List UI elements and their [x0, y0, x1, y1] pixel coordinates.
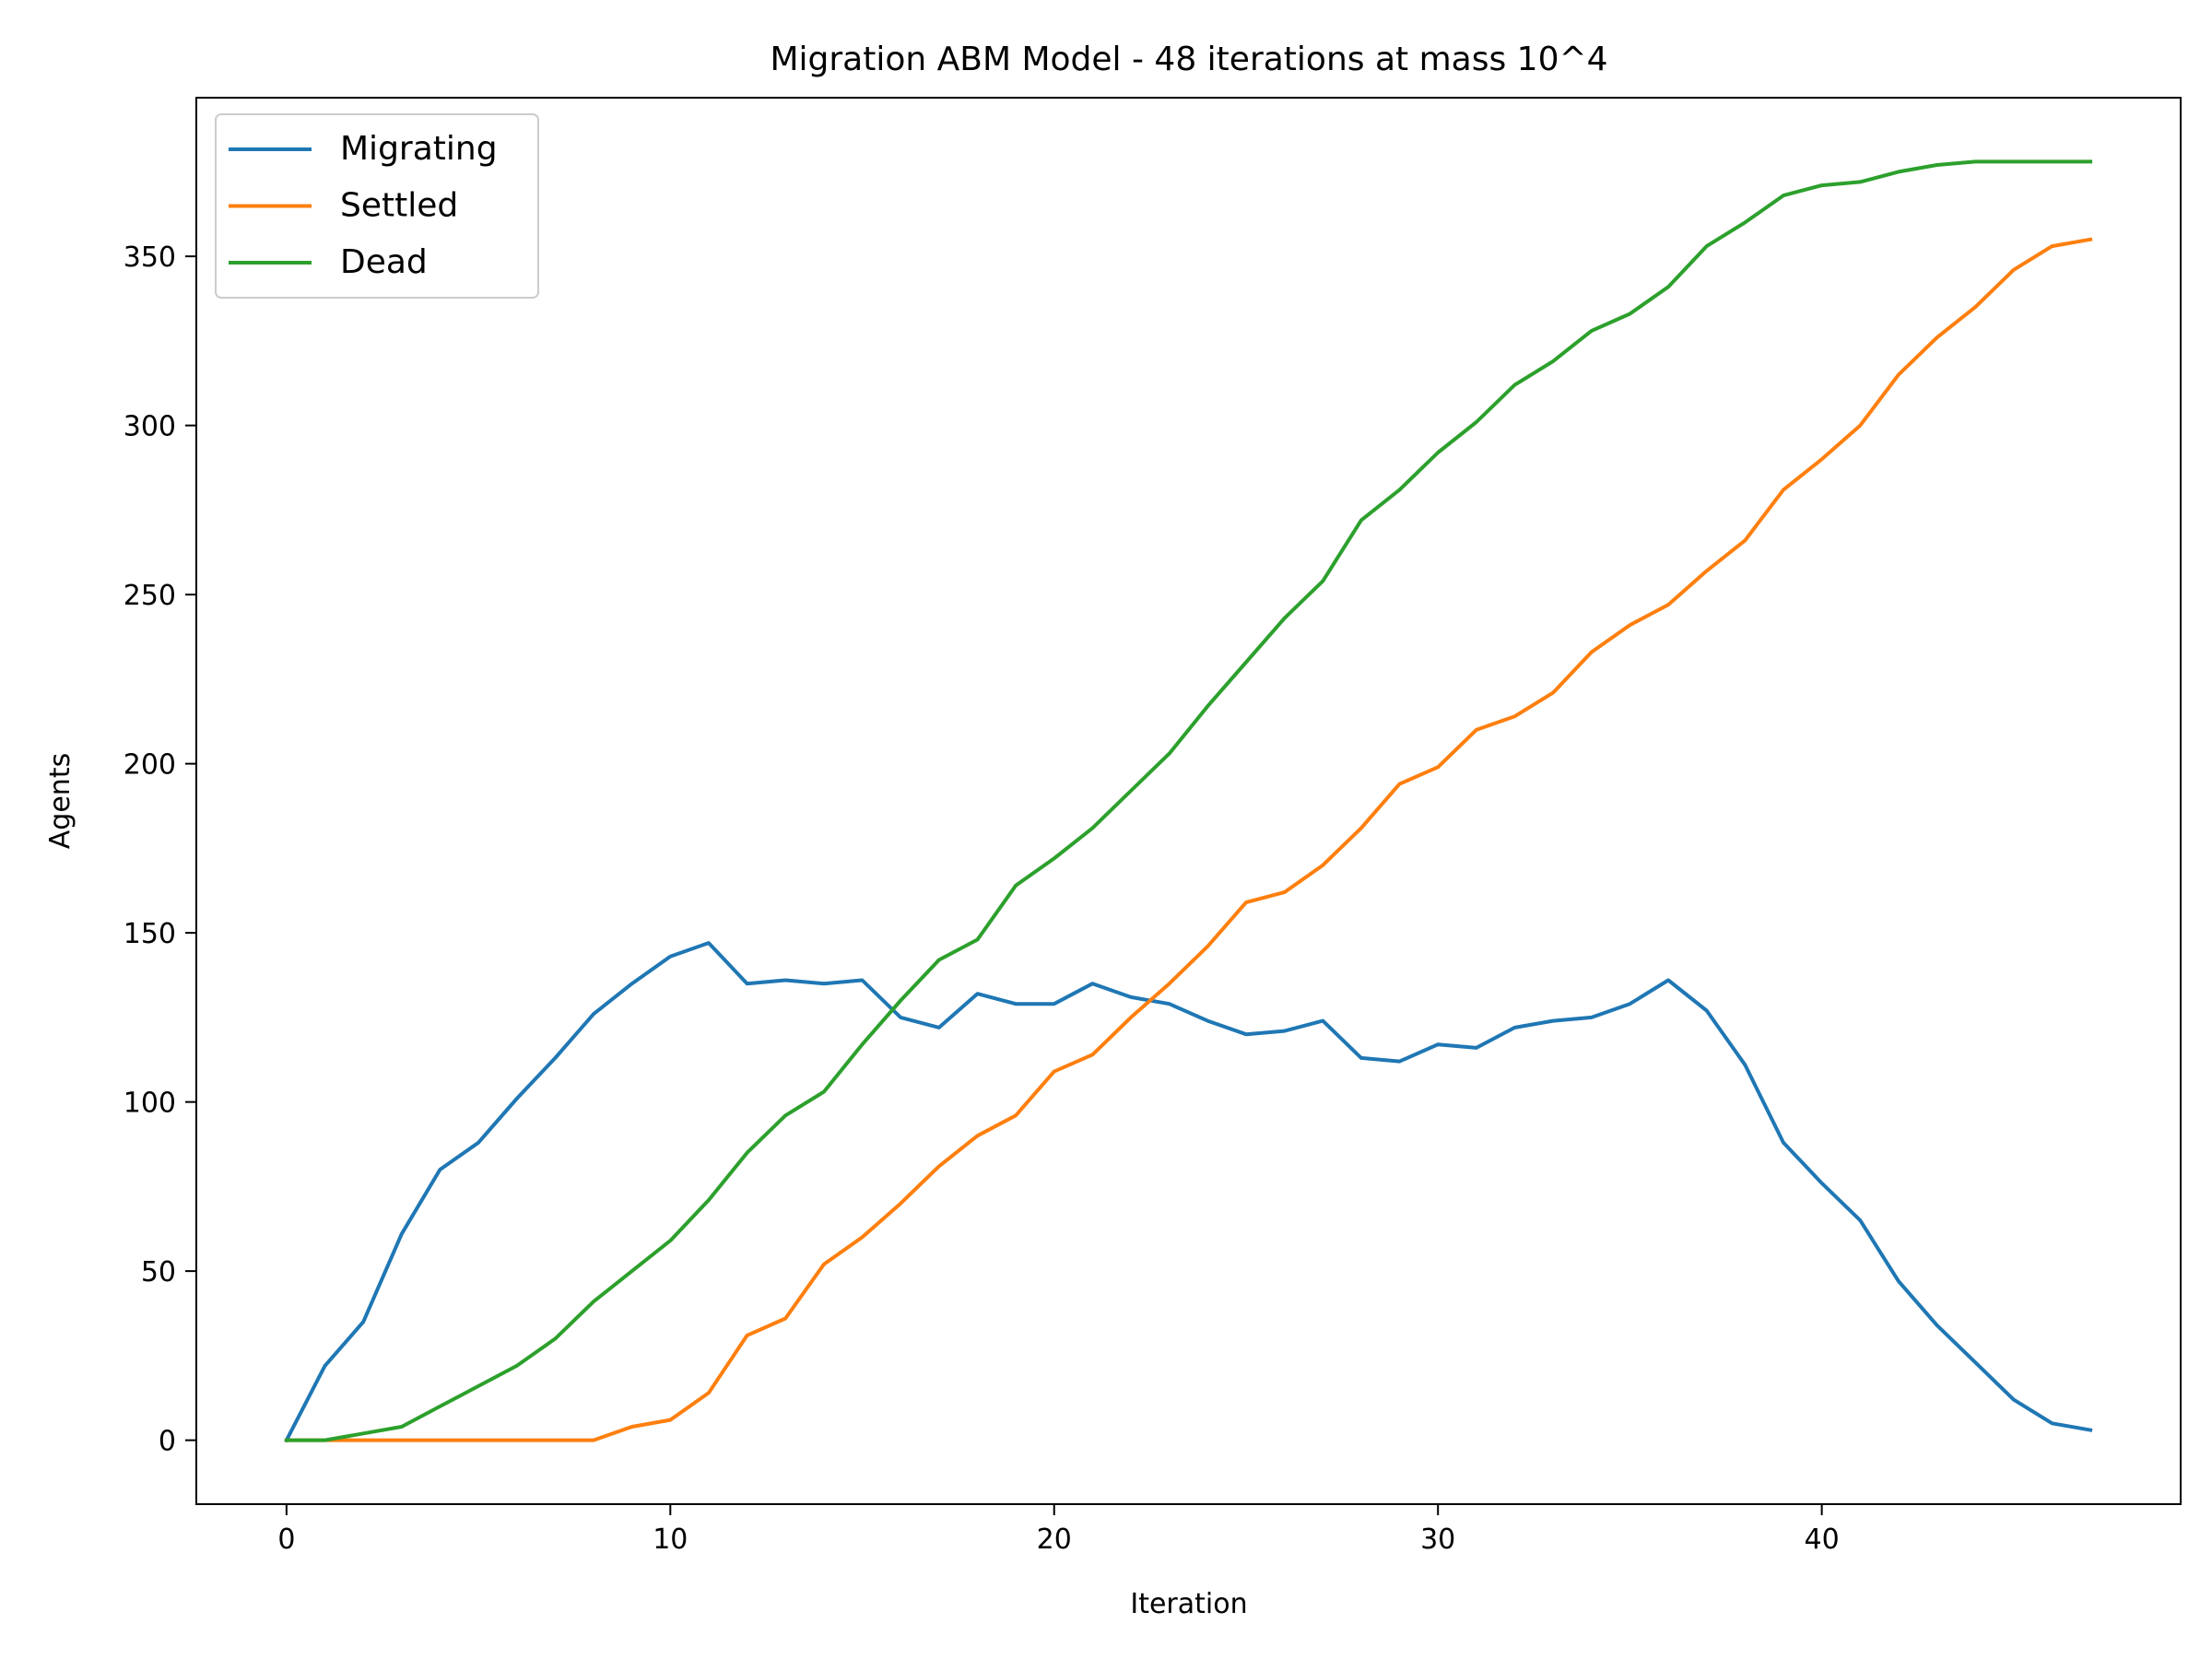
plot-area: [284, 159, 2093, 1443]
y-tick-label: 350: [124, 241, 176, 274]
legend-label-settled: Settled: [340, 187, 458, 225]
y-tick-label: 300: [124, 411, 176, 443]
y-tick-label: 100: [124, 1088, 176, 1120]
x-tick-label: 40: [1805, 1524, 1840, 1556]
y-tick-label: 0: [159, 1426, 176, 1458]
y-tick-label: 200: [124, 749, 176, 782]
x-tick-label: 0: [277, 1524, 295, 1556]
x-axis-label: Iteration: [1130, 1588, 1247, 1620]
legend-label-migrating: Migrating: [340, 130, 498, 168]
y-tick-label: 250: [124, 580, 176, 612]
plot-frame: [195, 97, 2182, 1505]
legend-box: [215, 113, 539, 299]
x-tick-label: 30: [1420, 1524, 1455, 1556]
legend: Migrating Settled Dead: [215, 113, 539, 299]
x-tick-label: 10: [653, 1524, 688, 1556]
y-axis-label: Agents: [44, 753, 76, 849]
axes: 0 10 20 30 40 0 50 100 150 200 250 300 350: [124, 241, 1840, 1556]
series-line-settled: [284, 237, 2093, 1442]
series-line-migrating: [284, 941, 2093, 1443]
series-line-dead: [284, 159, 2093, 1442]
y-tick-label: 50: [141, 1256, 176, 1288]
legend-label-dead: Dead: [340, 243, 428, 281]
y-tick-label: 150: [124, 918, 176, 950]
x-tick-label: 20: [1037, 1524, 1072, 1556]
chart-title: Migration ABM Model - 48 iterations at m…: [770, 41, 1607, 78]
